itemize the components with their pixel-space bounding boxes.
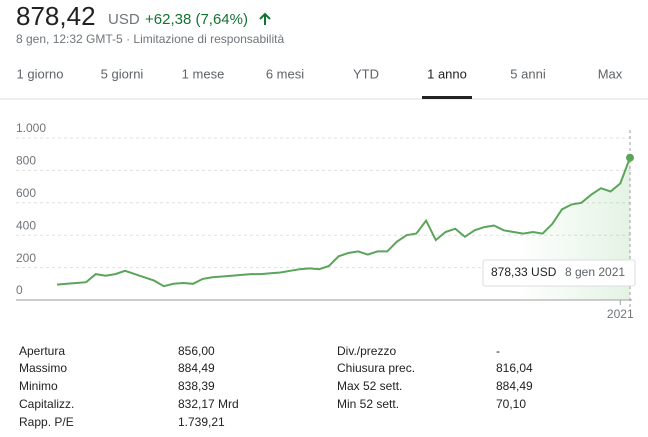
stat-label: Capitalizz. xyxy=(19,397,74,411)
stat-label: Div./prezzo xyxy=(337,344,396,358)
stat-value: 884,49 xyxy=(496,379,533,393)
y-tick-label: 400 xyxy=(16,218,36,232)
stat-label: Min 52 sett. xyxy=(337,397,399,411)
end-dot xyxy=(626,153,634,162)
up-arrow xyxy=(259,12,271,25)
tab[interactable]: 1 giorno xyxy=(17,66,64,81)
stat-value: 1.739,21 xyxy=(178,415,225,429)
y-tick-label: 1.000 xyxy=(16,121,46,135)
tooltip-value: 878,33 USD xyxy=(491,265,557,279)
tab[interactable]: Max xyxy=(598,66,623,81)
tab-underline xyxy=(422,96,472,99)
stat-label: Max 52 sett. xyxy=(337,379,402,393)
tab[interactable]: 1 anno xyxy=(427,66,467,81)
tooltip xyxy=(482,259,636,287)
stat-label: Minimo xyxy=(19,379,58,393)
tab[interactable]: 5 anni xyxy=(510,66,546,81)
stat-label: Chiusura prec. xyxy=(337,361,415,375)
price: 878,42 xyxy=(16,1,96,31)
stat-value: 70,10 xyxy=(496,397,526,411)
y-tick-label: 200 xyxy=(16,251,36,265)
meta: 8 gen, 12:32 GMT-5 · Limitazione di resp… xyxy=(16,32,284,46)
stat-label: Massimo xyxy=(19,361,67,375)
y-tick-label: 600 xyxy=(16,186,36,200)
stat-value: 884,49 xyxy=(178,361,215,375)
stat-label: Rapp. P/E xyxy=(19,415,74,429)
stat-value: 816,04 xyxy=(496,361,533,375)
price-line xyxy=(56,157,631,288)
tab[interactable]: 6 mesi xyxy=(266,66,304,81)
y-tick-label: 800 xyxy=(16,154,36,168)
stat-value: 832,17 Mrd xyxy=(178,397,239,411)
stat-value: 838,39 xyxy=(178,379,215,393)
currency: USD xyxy=(108,11,140,28)
tooltip-date: 8 gen 2021 xyxy=(565,265,625,279)
stat-label: Apertura xyxy=(19,344,65,358)
tab[interactable]: 5 giorni xyxy=(101,66,144,81)
y-tick-label: 0 xyxy=(16,283,23,297)
tab[interactable]: 1 mese xyxy=(182,66,225,81)
change: +62,38 (7,64%) xyxy=(145,11,248,28)
x-tick-label: 2021 xyxy=(607,307,634,321)
tab[interactable]: YTD xyxy=(353,66,379,81)
stat-value: 856,00 xyxy=(178,344,215,358)
stat-value: - xyxy=(496,344,500,358)
